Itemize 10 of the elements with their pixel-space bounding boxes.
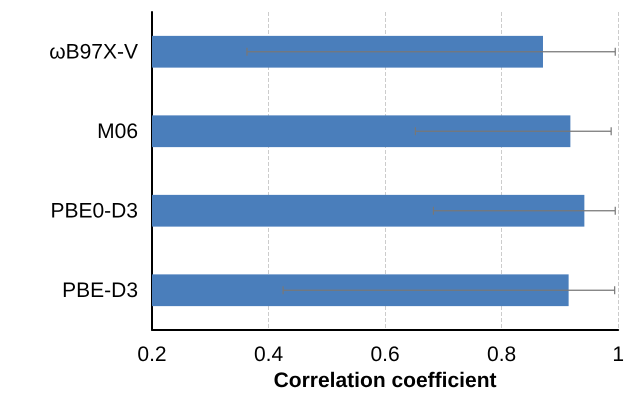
y-tick-label: PBE0-D3 (50, 199, 138, 222)
x-tick-label: 0.6 (370, 343, 400, 366)
y-tick-label: M06 (97, 120, 138, 143)
x-axis-title: Correlation coefficient (274, 369, 497, 392)
x-tick-label: 0.2 (137, 343, 167, 366)
y-tick-label: ωB97X-V (49, 40, 138, 64)
x-tick-label: 1 (612, 343, 624, 366)
y-tick-label: PBE-D3 (62, 278, 138, 302)
x-tick-label: 0.8 (487, 343, 516, 366)
x-tick-label: 0.4 (254, 343, 284, 366)
